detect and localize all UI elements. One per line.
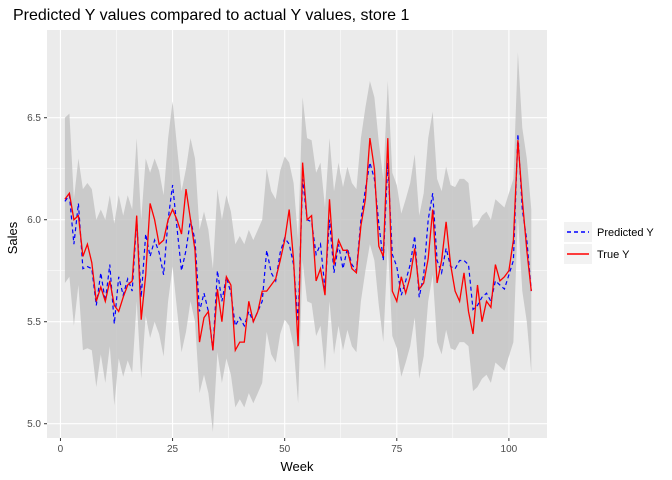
legend: Predicted Y True Y	[564, 222, 654, 264]
x-tick-label: 25	[167, 444, 179, 455]
chart-title: Predicted Y values compared to actual Y …	[13, 7, 409, 24]
legend-label: True Y	[597, 249, 630, 261]
x-axis-title: Week	[281, 459, 314, 474]
y-axis-ticks: 5.0 5.5 6.0 6.5	[27, 113, 47, 430]
x-axis-ticks: 0 25 50 75 100	[58, 438, 518, 455]
x-tick-label: 0	[58, 444, 64, 455]
y-tick-label: 5.5	[27, 317, 41, 328]
series-line-true-y	[64, 138, 532, 353]
legend-label: Predicted Y	[597, 227, 654, 239]
x-tick-label: 50	[279, 444, 291, 455]
y-tick-label: 6.5	[27, 113, 41, 124]
y-axis-title: Sales	[5, 221, 20, 254]
y-tick-label: 6.0	[27, 215, 41, 226]
y-tick-label: 5.0	[27, 419, 41, 430]
x-tick-label: 100	[501, 444, 518, 455]
x-tick-label: 75	[391, 444, 403, 455]
prediction-band	[64, 52, 532, 432]
